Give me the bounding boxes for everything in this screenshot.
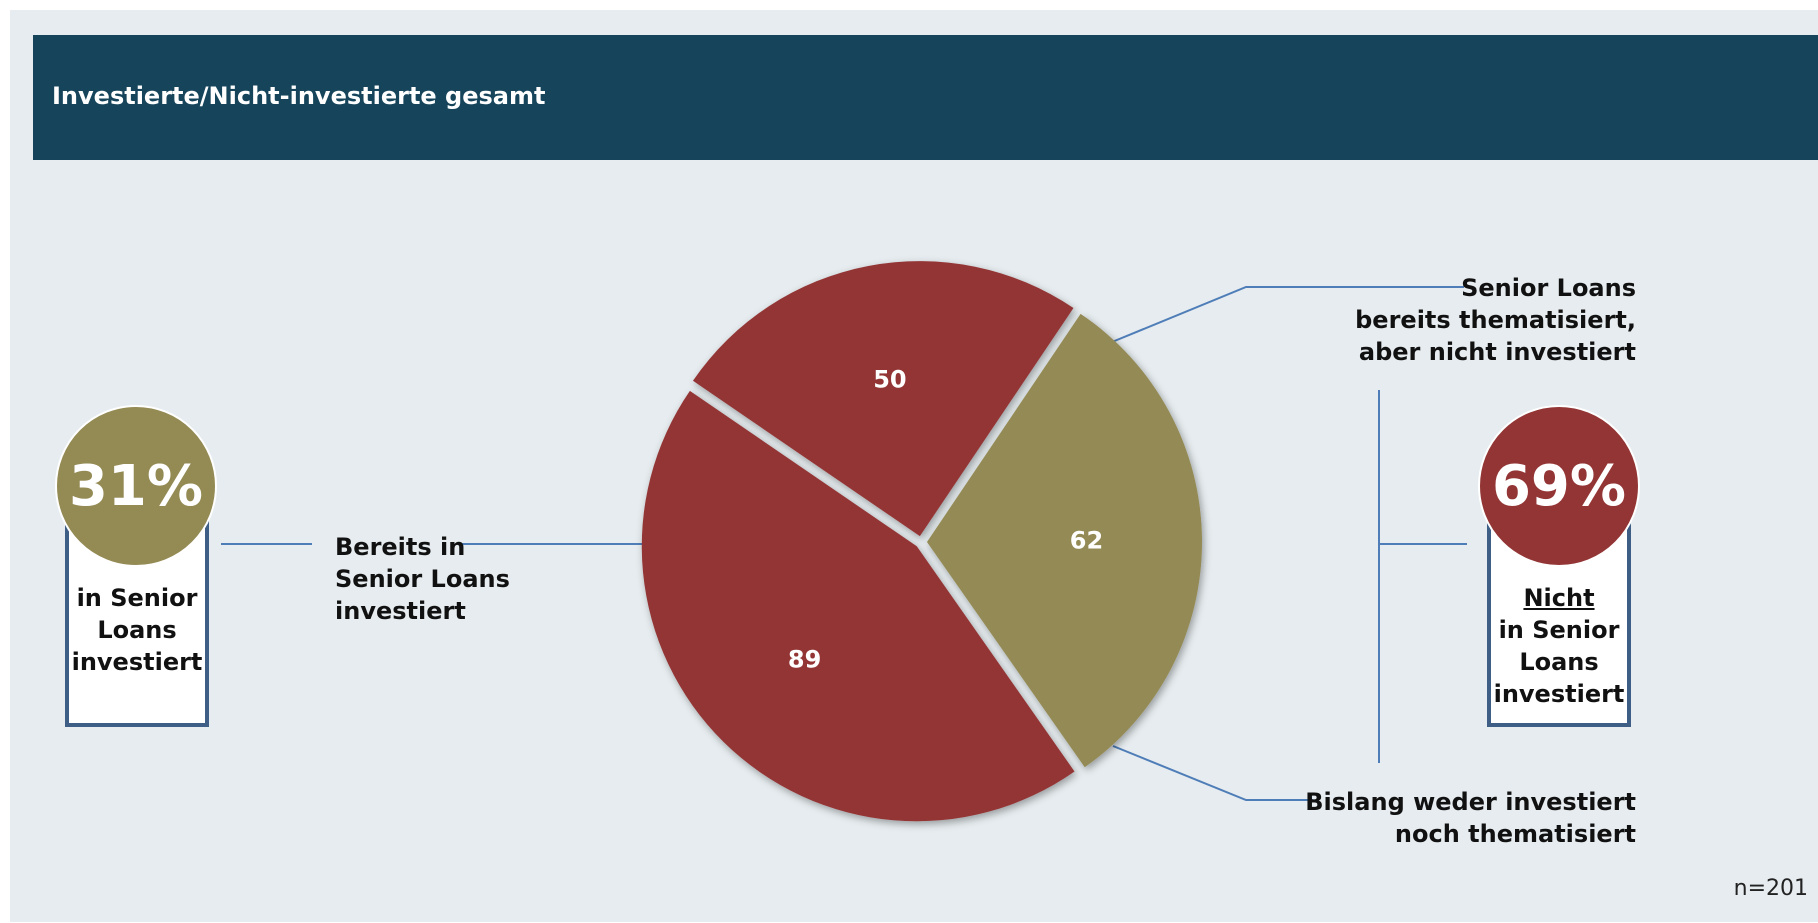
pie-slice-value: 50: [873, 365, 906, 393]
label-weder: Bislang weder investiert noch thematisie…: [1216, 786, 1636, 850]
pie-slices: [641, 261, 1202, 822]
leader-line-thematisiert: [1111, 286, 1464, 343]
label-thematisiert-line: Senior Loans: [1461, 274, 1636, 302]
invested-box-text: in Senior Loans investiert: [69, 582, 205, 678]
pie-slice-value: 62: [1070, 526, 1103, 554]
chart-title: Investierte/Nicht-investierte gesamt: [52, 82, 546, 110]
not-invested-box-emphasis: Nicht: [1523, 584, 1595, 612]
pie-slice-labels: 89 50 62: [788, 365, 1103, 673]
invested-percent: 31%: [68, 453, 204, 519]
not-invested-percent-badge: 69%: [1478, 405, 1640, 567]
label-weder-line: Bislang weder investiert: [1305, 788, 1636, 816]
invested-box-line: investiert: [71, 648, 203, 676]
label-bereits-line: Bereits in: [335, 533, 466, 561]
label-weder-line: noch thematisiert: [1394, 820, 1636, 848]
not-invested-box-line: in Senior: [1498, 616, 1620, 644]
not-invested-box-text: Nicht in Senior Loans investiert: [1491, 582, 1627, 710]
label-bereits-line: investiert: [335, 597, 466, 625]
not-invested-box-line: Loans: [1519, 648, 1599, 676]
pie-slice: [926, 313, 1202, 768]
not-invested-box-line: investiert: [1493, 680, 1625, 708]
label-bereits-line: Senior Loans: [335, 565, 510, 593]
label-thematisiert: Senior Loans bereits thematisiert, aber …: [1216, 272, 1636, 368]
sample-size: n=201: [1733, 876, 1808, 901]
label-bereits: Bereits in Senior Loans investiert: [335, 531, 535, 627]
pie-slice: [692, 261, 1074, 537]
not-invested-box: Nicht in Senior Loans investiert: [1487, 517, 1631, 727]
label-thematisiert-line: aber nicht investiert: [1358, 338, 1636, 366]
pie-slice: [641, 390, 1075, 822]
label-thematisiert-line: bereits thematisiert,: [1355, 306, 1636, 334]
invested-percent-badge: 31%: [55, 405, 217, 567]
chart-header: Investierte/Nicht-investierte gesamt: [33, 35, 1818, 160]
leader-line-weder: [1112, 745, 1313, 801]
invested-box-line: in Senior: [76, 584, 198, 612]
leader-lines: [221, 286, 1467, 801]
invested-box-line: Loans: [97, 616, 177, 644]
pie-slice-value: 89: [788, 646, 821, 674]
not-invested-percent: 69%: [1491, 453, 1627, 519]
